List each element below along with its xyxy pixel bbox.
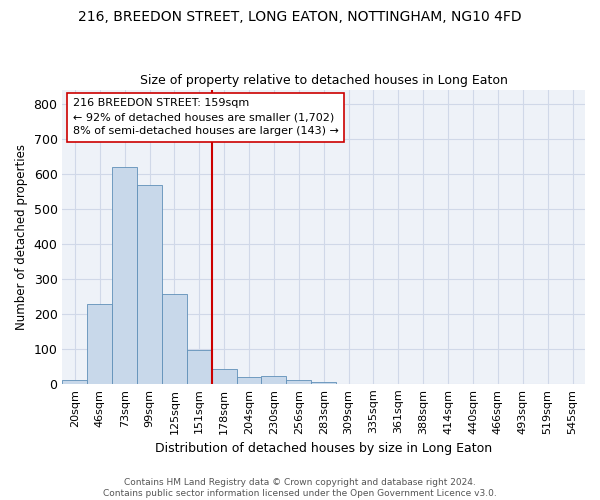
- Title: Size of property relative to detached houses in Long Eaton: Size of property relative to detached ho…: [140, 74, 508, 87]
- Bar: [88, 304, 112, 384]
- Text: 216, BREEDON STREET, LONG EATON, NOTTINGHAM, NG10 4FD: 216, BREEDON STREET, LONG EATON, NOTTING…: [78, 10, 522, 24]
- Bar: [162, 294, 187, 384]
- Text: 216 BREEDON STREET: 159sqm
← 92% of detached houses are smaller (1,702)
8% of se: 216 BREEDON STREET: 159sqm ← 92% of deta…: [73, 98, 339, 136]
- Bar: [62, 380, 88, 384]
- Bar: [286, 380, 311, 384]
- Bar: [112, 168, 137, 384]
- Y-axis label: Number of detached properties: Number of detached properties: [15, 144, 28, 330]
- Bar: [187, 350, 212, 384]
- Bar: [137, 185, 162, 384]
- Bar: [212, 368, 236, 384]
- Bar: [262, 376, 286, 384]
- Text: Contains HM Land Registry data © Crown copyright and database right 2024.
Contai: Contains HM Land Registry data © Crown c…: [103, 478, 497, 498]
- Bar: [311, 382, 336, 384]
- Bar: [236, 377, 262, 384]
- X-axis label: Distribution of detached houses by size in Long Eaton: Distribution of detached houses by size …: [155, 442, 492, 455]
